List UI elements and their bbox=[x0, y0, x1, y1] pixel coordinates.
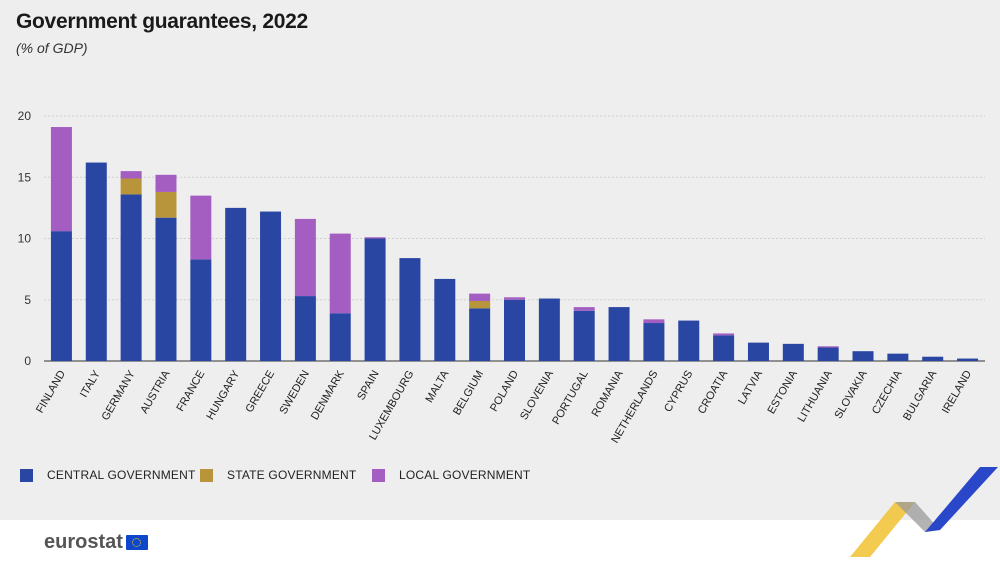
bar-sweden-central bbox=[294, 296, 316, 361]
bar-germany-local bbox=[120, 171, 142, 179]
chart-title: Government guarantees, 2022 bbox=[16, 10, 308, 33]
bar-denmark-central bbox=[329, 313, 351, 361]
eurostat-wordmark: eurostat bbox=[44, 531, 123, 553]
bar-romania-central bbox=[608, 307, 630, 361]
bar-slovakia-central bbox=[852, 351, 874, 361]
bar-belgium-state bbox=[469, 300, 491, 309]
legend-item-central: CENTRAL GOVERNMENT bbox=[20, 468, 196, 482]
x-tick-label-slovenia: SLOVENIA bbox=[518, 368, 556, 422]
x-tick-label-finland: FINLAND bbox=[34, 368, 68, 415]
bar-belgium-central bbox=[469, 308, 491, 361]
bar-hungary-central bbox=[225, 207, 247, 361]
x-tick-label-latvia: LATVIA bbox=[736, 368, 765, 407]
bar-finland-local bbox=[50, 127, 72, 232]
y-tick-label-15: 15 bbox=[18, 170, 32, 184]
x-tick-label-sweden: SWEDEN bbox=[277, 368, 312, 416]
x-tick-label-lithuania: LITHUANIA bbox=[796, 368, 835, 424]
bar-netherlands-central bbox=[643, 323, 665, 361]
bar-france-local bbox=[190, 195, 212, 260]
ribbon-blue bbox=[925, 467, 998, 532]
bar-spain-central bbox=[364, 238, 386, 361]
ribbon-grey bbox=[895, 502, 940, 532]
x-tick-label-hungary: HUNGARY bbox=[204, 368, 242, 422]
x-tick-label-belgium: BELGIUM bbox=[451, 369, 486, 418]
bar-czechia-central bbox=[887, 353, 909, 361]
bar-france-central bbox=[190, 259, 212, 361]
y-tick-label-10: 10 bbox=[18, 232, 32, 246]
bar-lithuania-local bbox=[817, 346, 839, 348]
x-tick-label-cyprus: CYPRUS bbox=[662, 369, 695, 415]
bar-croatia-central bbox=[713, 335, 735, 361]
bar-germany-state bbox=[120, 178, 142, 195]
eurostat-logo: eurostat bbox=[44, 531, 148, 554]
y-tick-label-20: 20 bbox=[18, 109, 32, 123]
bar-lithuania-central bbox=[817, 347, 839, 361]
bar-estonia-central bbox=[782, 343, 804, 361]
bar-poland-local bbox=[504, 297, 525, 300]
bar-sweden-local bbox=[294, 218, 316, 297]
legend-item-state: STATE GOVERNMENT bbox=[200, 468, 356, 482]
x-tick-label-germany: GERMANY bbox=[100, 368, 139, 423]
x-tick-label-italy: ITALY bbox=[78, 368, 103, 400]
x-tick-label-poland: POLAND bbox=[488, 368, 521, 413]
bar-portugal-central bbox=[573, 310, 595, 361]
x-tick-label-austria: AUSTRIA bbox=[138, 368, 173, 416]
bar-austria-state bbox=[155, 191, 177, 218]
bar-belgium-local bbox=[469, 293, 491, 301]
bar-croatia-local bbox=[713, 333, 735, 336]
x-tick-label-malta: MALTA bbox=[423, 368, 451, 405]
eurostat-ribbon-decoration bbox=[850, 467, 998, 557]
chart-subtitle: (% of GDP) bbox=[16, 40, 88, 56]
y-tick-label-0: 0 bbox=[24, 354, 31, 368]
bar-denmark-local bbox=[329, 233, 351, 314]
x-tick-label-romania: ROMANIA bbox=[590, 368, 626, 419]
legend-swatch-central bbox=[20, 468, 33, 482]
bar-ireland-central bbox=[957, 358, 979, 361]
bar-latvia-central bbox=[747, 342, 769, 361]
x-tick-label-czechia: CZECHIA bbox=[870, 368, 905, 416]
x-tick-label-bulgaria: BULGARIA bbox=[901, 368, 940, 423]
bar-malta-central bbox=[434, 278, 456, 361]
legend-label-local: LOCAL GOVERNMENT bbox=[399, 468, 531, 482]
legend-item-local: LOCAL GOVERNMENT bbox=[372, 468, 530, 482]
bar-austria-central bbox=[155, 217, 177, 361]
chart-legend: CENTRAL GOVERNMENT STATE GOVERNMENT LOCA… bbox=[0, 468, 1000, 488]
ribbon-yellow bbox=[850, 502, 915, 557]
bar-poland-central bbox=[504, 299, 525, 361]
bar-slovenia-central bbox=[538, 298, 560, 361]
bar-austria-local bbox=[155, 174, 177, 192]
y-tick-label-5: 5 bbox=[24, 293, 31, 307]
bar-finland-central bbox=[50, 231, 72, 361]
legend-swatch-state bbox=[200, 468, 213, 482]
bar-cyprus-central bbox=[678, 320, 700, 361]
bar-bulgaria-central bbox=[922, 356, 944, 361]
bar-italy-central bbox=[85, 162, 107, 361]
footer: eurostat bbox=[0, 520, 1000, 562]
x-tick-label-estonia: ESTONIA bbox=[765, 368, 800, 416]
x-tick-label-ireland: IRELAND bbox=[940, 368, 974, 415]
legend-label-central: CENTRAL GOVERNMENT bbox=[47, 468, 196, 482]
x-tick-label-denmark: DENMARK bbox=[309, 368, 347, 422]
x-tick-label-portugal: PORTUGAL bbox=[550, 369, 591, 427]
x-tick-label-spain: SPAIN bbox=[355, 368, 382, 402]
eu-flag-icon bbox=[125, 535, 148, 550]
bar-germany-central bbox=[120, 194, 142, 361]
bar-portugal-local bbox=[573, 307, 595, 311]
x-tick-label-croatia: CROATIA bbox=[696, 368, 731, 416]
bar-greece-central bbox=[260, 211, 282, 361]
x-tick-label-france: FRANCE bbox=[174, 369, 207, 414]
x-tick-label-greece: GREECE bbox=[244, 369, 278, 415]
legend-label-state: STATE GOVERNMENT bbox=[227, 468, 357, 482]
legend-swatch-local bbox=[372, 468, 385, 482]
bar-spain-local bbox=[364, 237, 386, 239]
bar-luxembourg-central bbox=[399, 258, 421, 361]
bar-netherlands-local bbox=[643, 319, 665, 324]
x-tick-label-slovakia: SLOVAKIA bbox=[832, 368, 870, 421]
